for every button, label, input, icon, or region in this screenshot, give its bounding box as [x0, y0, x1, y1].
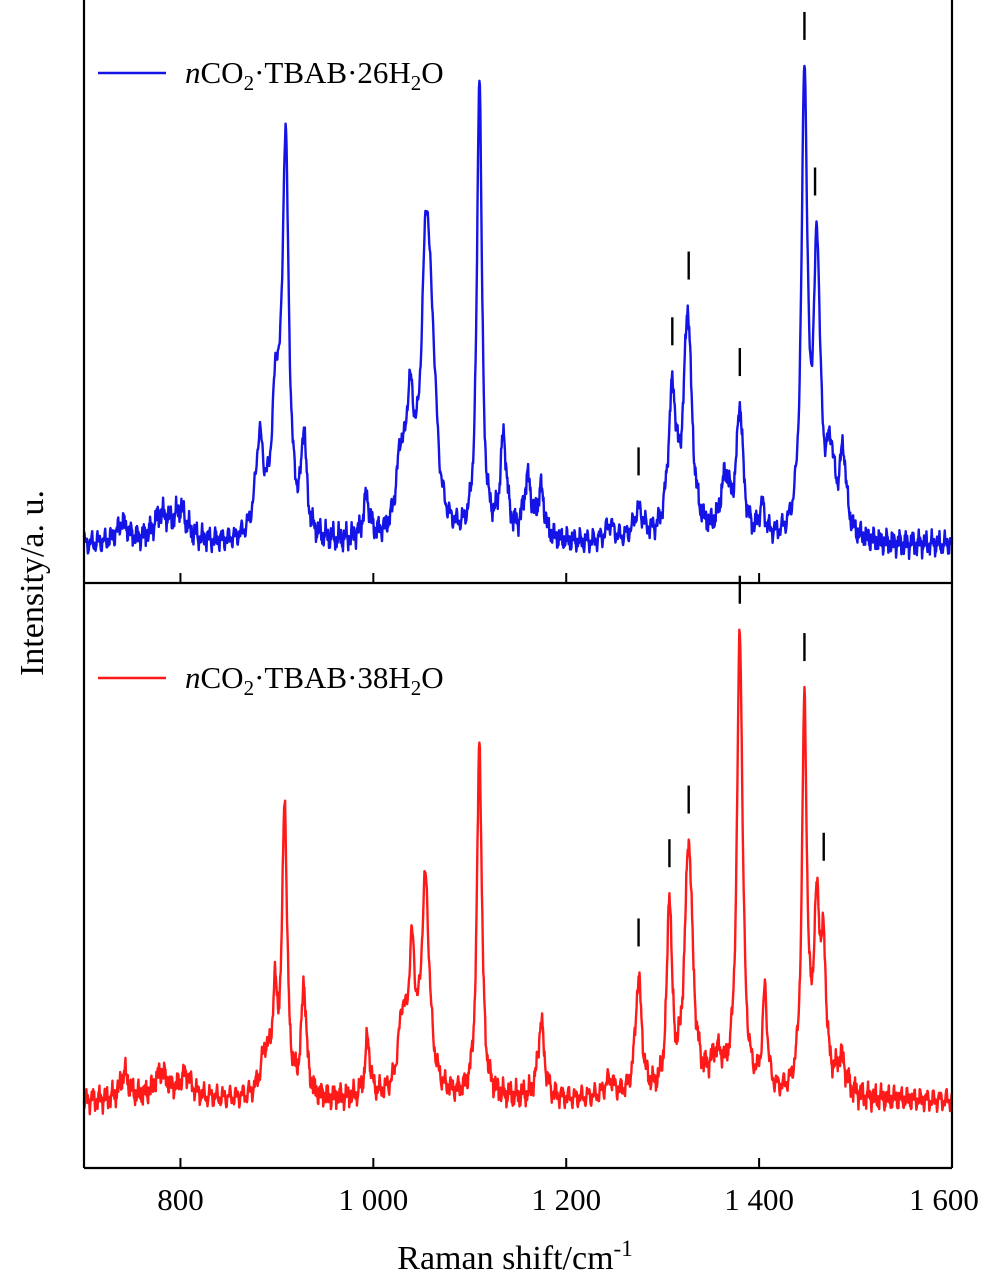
x-tick-label: 1 400	[724, 1182, 794, 1217]
spectrum-line	[82, 64, 954, 561]
x-tick-label: 1 000	[338, 1182, 408, 1217]
top-panel: nCO2·TBAB·26H2O	[82, 11, 954, 561]
x-axis-ticks: 800 1 000 1 200 1 400 1 600	[157, 573, 979, 1217]
axes-frame	[82, 0, 954, 1170]
x-tick-label: 800	[157, 1182, 204, 1217]
x-axis-title-text: Raman shift/cm	[397, 1240, 613, 1277]
spectrum-line	[82, 628, 954, 1116]
bottom-panel: nCO2·TBAB·38H2O	[82, 575, 954, 1116]
y-axis-title: Intensity/a. u.	[14, 490, 51, 676]
x-tick-label: 1 200	[531, 1182, 601, 1217]
x-tick-label: 1 600	[909, 1182, 979, 1217]
legend-label: nCO2·TBAB·38H2O	[185, 660, 444, 700]
x-axis-title: Raman shift/cm-1	[397, 1236, 632, 1277]
legend-label: nCO2·TBAB·26H2O	[185, 55, 444, 95]
x-axis-title-superscript: -1	[614, 1236, 633, 1261]
